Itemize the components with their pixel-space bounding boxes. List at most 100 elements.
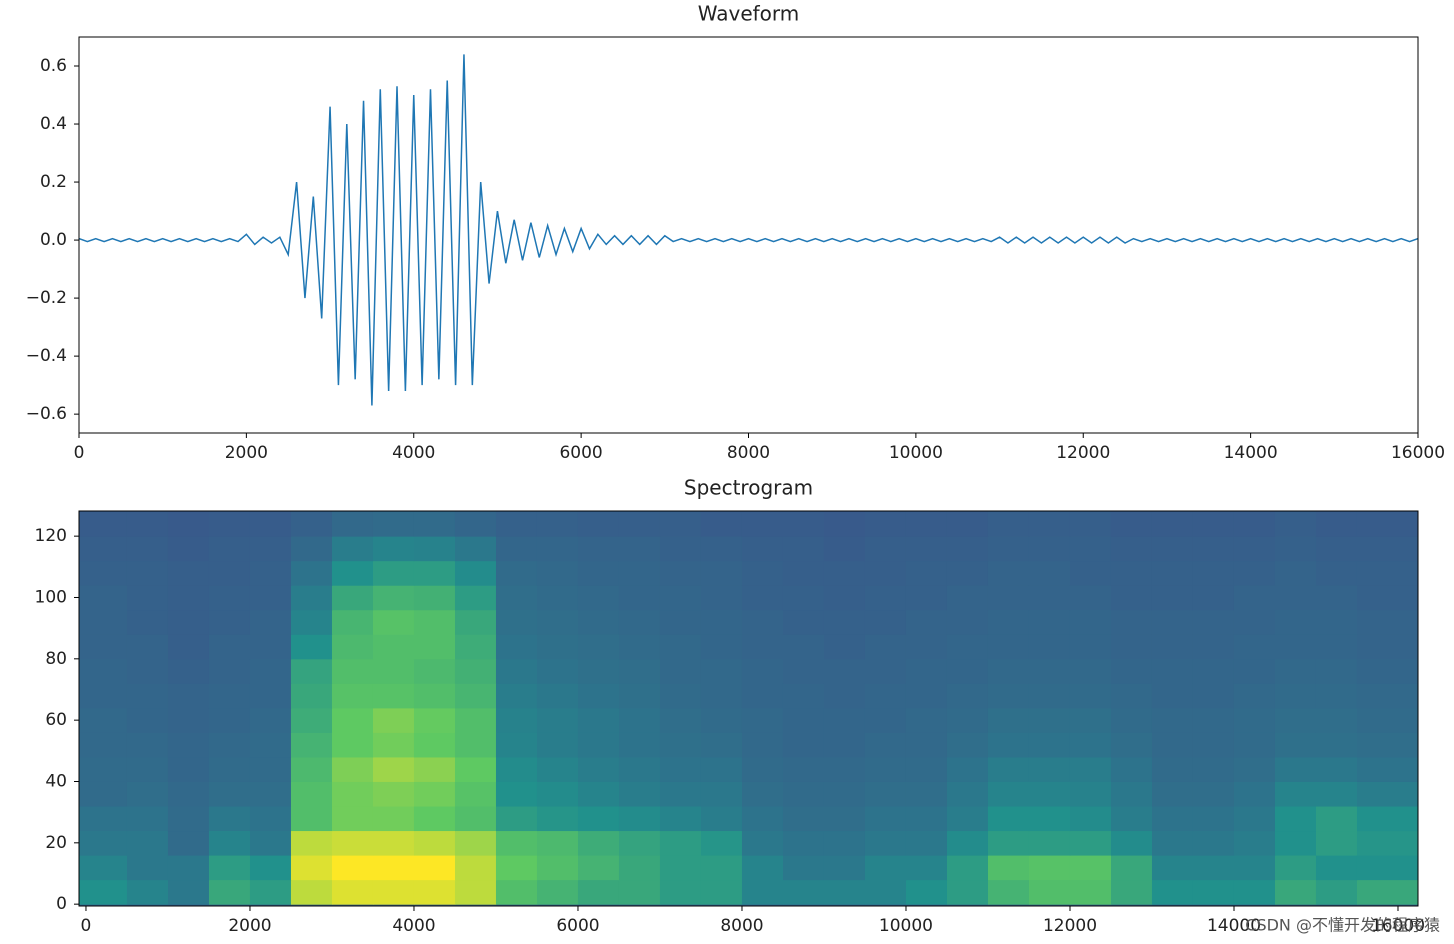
heatmap-cell [413, 781, 456, 807]
heatmap-cell [946, 634, 989, 660]
heatmap-cell [700, 756, 743, 782]
heatmap-cell [413, 879, 456, 905]
heatmap-cell [946, 707, 989, 733]
x-tick-label: 2000 [228, 916, 271, 936]
heatmap-cell [700, 806, 743, 832]
heatmap-cell [495, 658, 538, 684]
heatmap-cell [1151, 683, 1194, 709]
heatmap-cell [700, 683, 743, 709]
heatmap-cell [331, 634, 374, 660]
heatmap-cell [577, 830, 620, 856]
heatmap-cell [864, 634, 907, 660]
heatmap-cell [905, 707, 948, 733]
heatmap-cell [1233, 732, 1276, 758]
heatmap-cell [1192, 585, 1235, 611]
heatmap-cell [167, 830, 210, 856]
heatmap-cell [454, 756, 497, 782]
heatmap-cell [1110, 879, 1153, 905]
heatmap-cell [1315, 781, 1358, 807]
heatmap-cell [454, 585, 497, 611]
heatmap-cell [823, 879, 866, 905]
heatmap-cell [331, 756, 374, 782]
heatmap-cell [700, 560, 743, 586]
heatmap-cell [290, 830, 333, 856]
heatmap-cell [618, 707, 661, 733]
heatmap-cell [290, 585, 333, 611]
heatmap-cell [577, 707, 620, 733]
heatmap-cell [577, 781, 620, 807]
heatmap-cell [946, 683, 989, 709]
heatmap-cell [946, 732, 989, 758]
heatmap-cell [987, 756, 1030, 782]
heatmap-cell [249, 560, 292, 586]
heatmap-cell [372, 511, 415, 537]
heatmap-cell [782, 855, 825, 881]
heatmap-cell [454, 855, 497, 881]
heatmap-cell [208, 781, 251, 807]
axes-frame [78, 36, 1419, 434]
y-tick-label: 0.4 [40, 114, 67, 134]
heatmap-cell [167, 609, 210, 635]
heatmap-cell [577, 658, 620, 684]
heatmap-cell [331, 781, 374, 807]
heatmap-cell [1069, 560, 1112, 586]
axes-frame [78, 510, 1419, 907]
heatmap-cell [126, 756, 169, 782]
heatmap-cell [167, 879, 210, 905]
heatmap-cell [495, 683, 538, 709]
heatmap-cell [1233, 609, 1276, 635]
heatmap-cell [331, 585, 374, 611]
heatmap-cell [167, 806, 210, 832]
heatmap-cell [372, 585, 415, 611]
heatmap-cell [1315, 756, 1358, 782]
heatmap-cell [249, 781, 292, 807]
heatmap-cell [372, 634, 415, 660]
heatmap-cell [782, 658, 825, 684]
heatmap-cell [946, 756, 989, 782]
x-tick-label: 4000 [392, 916, 435, 936]
heatmap-cell [454, 732, 497, 758]
heatmap-cell [1274, 536, 1317, 562]
heatmap-cell [1233, 855, 1276, 881]
heatmap-cell [454, 879, 497, 905]
heatmap-cell [372, 830, 415, 856]
heatmap-cell [823, 536, 866, 562]
heatmap-cell [536, 830, 579, 856]
heatmap-cell [1233, 879, 1276, 905]
heatmap-cell [1028, 634, 1071, 660]
heatmap-cell [454, 806, 497, 832]
heatmap-cell [987, 511, 1030, 537]
heatmap-cell [659, 756, 702, 782]
y-tick-label: −0.6 [26, 404, 67, 424]
heatmap-cell [618, 658, 661, 684]
heatmap-cell [1233, 634, 1276, 660]
heatmap-cell [331, 732, 374, 758]
heatmap-cell [741, 511, 784, 537]
heatmap-cell [946, 658, 989, 684]
heatmap-cell [536, 634, 579, 660]
heatmap-cell [1274, 756, 1317, 782]
heatmap-cell [454, 707, 497, 733]
heatmap-cell [495, 756, 538, 782]
heatmap-cell [249, 536, 292, 562]
heatmap-cell [1192, 683, 1235, 709]
x-tick-label: 0 [81, 916, 92, 936]
heatmap-cell [249, 879, 292, 905]
heatmap-cell [208, 585, 251, 611]
heatmap-cell [905, 560, 948, 586]
heatmap-cell [1110, 634, 1153, 660]
heatmap-cell [1110, 756, 1153, 782]
heatmap-cell [79, 707, 128, 733]
heatmap-cell [1233, 560, 1276, 586]
heatmap-cell [905, 830, 948, 856]
heatmap-cell [577, 806, 620, 832]
heatmap-cell [126, 732, 169, 758]
heatmap-cell [700, 609, 743, 635]
heatmap-cell [659, 634, 702, 660]
heatmap-cell [454, 658, 497, 684]
heatmap-cell [864, 830, 907, 856]
heatmap-cell [659, 560, 702, 586]
heatmap-cell [1110, 585, 1153, 611]
watermark: CSDN @不懂开发的程序猿 [1245, 916, 1440, 935]
heatmap-cell [79, 806, 128, 832]
